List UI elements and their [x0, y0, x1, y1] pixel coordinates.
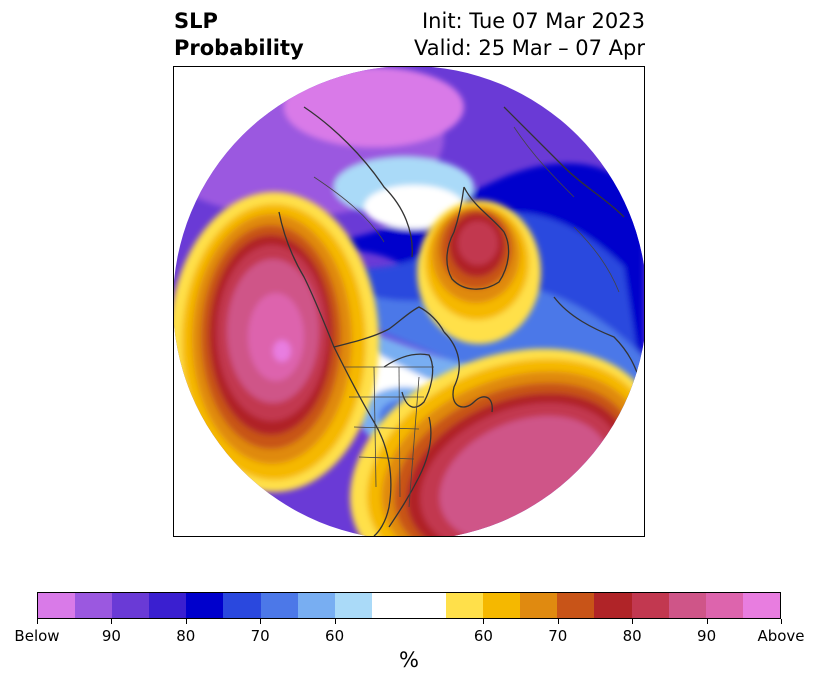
colorbar: [37, 592, 781, 619]
colorbar-above-8: [705, 593, 743, 618]
colorbar-below-1: [38, 593, 76, 618]
colorbar-below-6: [223, 593, 261, 618]
title-left: SLP Probability: [174, 8, 304, 62]
colorbar-below-8: [297, 593, 335, 618]
colorbar-below-5: [186, 593, 224, 618]
colorbar-tick-label: 80: [622, 627, 642, 645]
colorbar-tick-label: Above: [757, 627, 805, 645]
colorbar-tick-label: 70: [250, 627, 270, 645]
colorbar-above-9: [742, 593, 780, 618]
colorbar-tick-label: 60: [473, 627, 493, 645]
probability-map: [173, 66, 645, 537]
colorbar-tick-label: 70: [548, 627, 568, 645]
colorbar-tick: [483, 619, 484, 624]
colorbar-above-4: [557, 593, 595, 618]
colorbar-tick: [781, 619, 782, 624]
map-svg: [174, 67, 644, 536]
valid-range: Valid: 25 Mar – 07 Apr: [414, 36, 645, 60]
title-right: Init: Tue 07 Mar 2023 Valid: 25 Mar – 07…: [414, 8, 645, 62]
colorbar-tick: [186, 619, 187, 624]
colorbar-below-4: [149, 593, 187, 618]
colorbar-tick: [632, 619, 633, 624]
colorbar-below-2: [75, 593, 113, 618]
colorbar-tick-label: 80: [176, 627, 196, 645]
colorbar-above-6: [631, 593, 669, 618]
colorbar-above-1: [446, 593, 484, 618]
colorbar-above-5: [594, 593, 632, 618]
init-date: Init: Tue 07 Mar 2023: [421, 9, 645, 33]
colorbar-units: %: [399, 648, 419, 672]
title-field: SLP: [174, 9, 218, 33]
colorbar-neutral: [371, 593, 447, 618]
colorbar-tick-label: 60: [325, 627, 345, 645]
colorbar-below-3: [112, 593, 150, 618]
colorbar-tick: [37, 619, 38, 624]
colorbar-below-9: [334, 593, 372, 618]
colorbar-above-3: [520, 593, 558, 618]
colorbar-tick: [260, 619, 261, 624]
colorbar-tick-label: 90: [101, 627, 121, 645]
colorbar-above-2: [483, 593, 521, 618]
colorbar-tick: [111, 619, 112, 624]
title-field-type: Probability: [174, 36, 304, 60]
colorbar-tick-label: Below: [14, 627, 60, 645]
colorbar-tick: [707, 619, 708, 624]
colorbar-tick: [558, 619, 559, 624]
colorbar-tick: [335, 619, 336, 624]
colorbar-tick-label: 90: [697, 627, 717, 645]
colorbar-below-7: [260, 593, 298, 618]
colorbar-above-7: [668, 593, 706, 618]
